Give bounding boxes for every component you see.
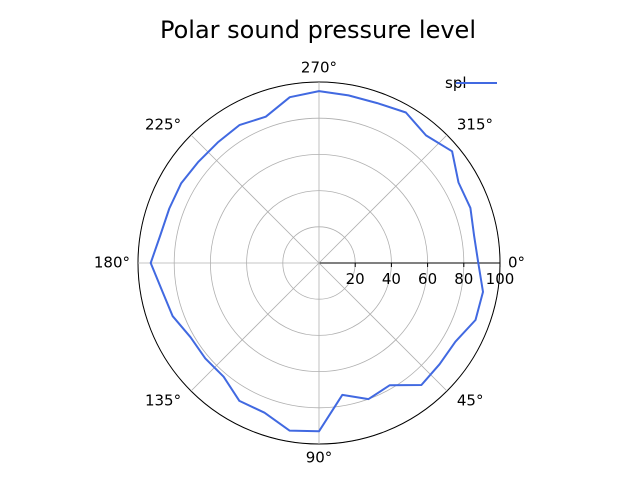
angle-tick-label: 45° [457, 391, 484, 409]
legend: spl [445, 74, 497, 92]
radial-tick-label: 40 [382, 270, 401, 288]
series-line-spl [149, 90, 484, 433]
legend-label-spl: spl [445, 74, 467, 92]
angle-tick-label: 135° [145, 391, 181, 409]
angle-tick-label: 225° [145, 116, 181, 134]
angle-tick-label: 270° [301, 59, 337, 77]
radial-tick-label: 100 [486, 270, 515, 288]
angle-tick-label: 315° [457, 116, 493, 134]
radial-tick-labels: 20 40 60 80 100 [346, 270, 515, 288]
angular-grid-spoke [190, 134, 320, 264]
series-layer [149, 90, 484, 433]
angle-tick-label: 90° [306, 449, 333, 467]
polar-grid [137, 81, 501, 445]
angle-tick-label: 0° [508, 254, 525, 272]
angular-grid-spoke [318, 262, 448, 392]
radial-tick-label: 80 [454, 270, 473, 288]
radial-tick-label: 20 [346, 270, 365, 288]
radial-tick-label: 60 [418, 270, 437, 288]
chart-title: Polar sound pressure level [160, 16, 476, 44]
angle-tick-label: 180° [94, 254, 130, 272]
angular-grid-spoke [318, 134, 448, 264]
angular-grid-spoke [190, 262, 320, 392]
angle-tick-labels: 0° 45° 90° 135° 180° 225° 270° 315° [94, 59, 525, 467]
